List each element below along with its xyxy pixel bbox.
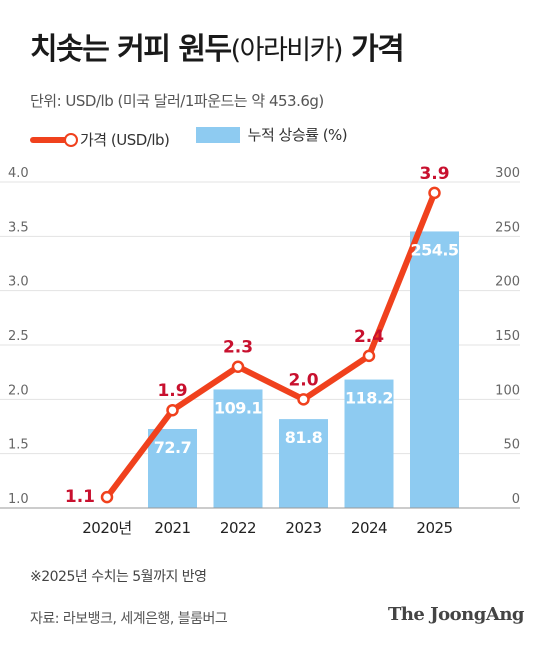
legend-label-rate: 누적 상승률 (%) (247, 126, 348, 144)
left-tick-label: 4.0 (8, 166, 29, 181)
price-point-2020년 (100, 490, 114, 504)
left-tick-label: 2.0 (8, 383, 29, 398)
price-value-label: 2.0 (288, 370, 318, 390)
price-value-label: 3.9 (419, 164, 449, 184)
x-tick-label: 2025 (416, 519, 452, 537)
legend-item-rate: 누적 상승률 (%) (195, 124, 348, 145)
title-main: 치솟는 커피 원두 (30, 32, 232, 67)
legend-line-swatch (30, 132, 78, 147)
title-end: 가격 (350, 32, 405, 67)
bar-value-label: 254.5 (410, 240, 458, 259)
price-point-2023 (297, 393, 310, 406)
bar-2021 (148, 428, 197, 508)
right-tick-label: 200 (495, 275, 520, 290)
x-tick-label: 2024 (351, 519, 387, 537)
price-value-label: 2.3 (223, 338, 253, 358)
left-tick-label: 1.5 (8, 438, 29, 453)
price-value-label: 2.4 (354, 327, 384, 347)
brand-logo: The JoongAng (387, 604, 525, 625)
x-tick-label: 2022 (220, 519, 256, 537)
legend-item-price: 가격 (USD/lb) (30, 129, 170, 150)
price-line (100, 186, 441, 504)
source-note: 자료: 라보뱅크, 세계은행, 블룸버그 (30, 611, 228, 627)
legend: 가격 (USD/lb) 누적 상승률 (%) (30, 124, 369, 150)
footnote: ※2025년 수치는 5월까지 반영 (30, 569, 207, 585)
left-tick-label: 2.5 (8, 329, 29, 344)
right-tick-label: 50 (503, 438, 520, 453)
title-paren: (아라비카) (230, 35, 344, 66)
chart-title: 치솟는 커피 원두(아라비카) 가격 (30, 24, 405, 68)
bar-value-label: 109.1 (214, 398, 262, 417)
bar-value-label: 72.7 (154, 438, 191, 457)
price-point-2024 (362, 349, 376, 363)
axes: 1.0 1.5 2.0 2.5 3.0 3.5 4.0 0 50 100 150 200 250 300 2… (0, 166, 520, 537)
price-value-label: 1.1 (65, 487, 95, 507)
legend-bar-swatch (195, 126, 240, 143)
left-tick-label: 1.0 (8, 492, 29, 507)
x-tick-label: 2023 (285, 519, 321, 537)
left-tick-label: 3.5 (8, 220, 29, 235)
right-tick-label: 300 (495, 166, 520, 181)
price-point-2022 (231, 360, 245, 373)
legend-label-price: 가격 (USD/lb) (80, 131, 170, 149)
right-tick-label: 150 (495, 329, 520, 344)
right-tick-label: 250 (495, 220, 520, 235)
x-tick-label: 2021 (154, 519, 190, 537)
left-tick-label: 3.0 (8, 275, 29, 290)
right-tick-label: 0 (512, 492, 520, 507)
data-labels: 72.7 109.1 81.8 118.2 254.5 1.1 1.9 2.3 2.0 2.4 3.… (65, 164, 460, 507)
bar-value-label: 81.8 (285, 428, 323, 447)
bar-2024 (344, 379, 394, 508)
price-line-path (104, 189, 438, 501)
unit-note: 단위: USD/lb (미국 달러/1파운드는 약 453.6g) (30, 92, 324, 110)
price-point-2025 (428, 186, 441, 200)
bar-2023 (279, 419, 328, 508)
bar-2022 (213, 389, 263, 508)
x-tick-label: 2020년 (82, 519, 131, 537)
bar-2025 (410, 231, 459, 508)
price-point-2021 (166, 403, 179, 417)
bar-value-label: 118.2 (345, 389, 393, 408)
combo-chart: 72.7 109.1 81.8 118.2 254.5 1.1 1.9 2.3 2.0 2.4 3.… (0, 164, 520, 537)
bars (148, 231, 459, 508)
right-tick-label: 100 (495, 383, 520, 398)
price-value-label: 1.9 (157, 381, 187, 401)
